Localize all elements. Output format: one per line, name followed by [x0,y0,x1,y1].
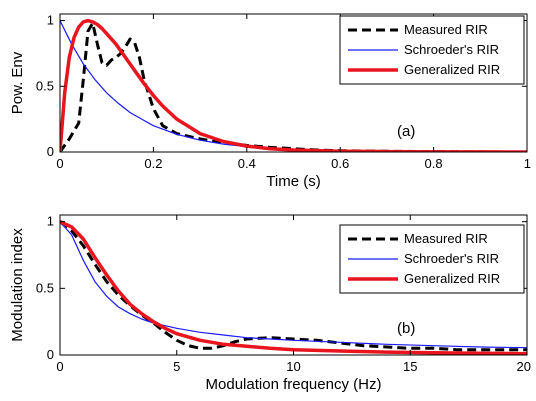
x-tick-label: 5 [173,359,180,374]
y-tick-label: 1 [47,13,54,28]
legend-label-1: Schroeder's RIR [404,251,499,266]
x-tick-label: 0 [56,359,63,374]
x-tick-label: 0.6 [331,156,349,171]
panel-label: (b) [397,320,415,337]
y-tick-label: 0 [47,144,54,159]
panel-b-plot: 0 5 10 15 20 0 0.5 1 Modulation frequency (Hz) Mo… [9,214,531,393]
x-tick-label: 10 [286,359,300,374]
x-axis-label: Time (s) [266,173,320,190]
legend-label-2: Generalized RIR [404,62,500,77]
series-line-2 [60,219,527,355]
y-tick-label: 0 [47,347,54,362]
x-tick-label: 0 [56,156,63,171]
y-axis-label: Modulation index [9,228,26,342]
x-tick-label: 15 [403,359,417,374]
panel-label: (a) [397,123,415,140]
series-group [60,219,527,355]
x-tick-label: 0.8 [425,156,443,171]
x-tick-label: 1 [524,156,531,171]
legend-label-0: Measured RIR [404,231,488,246]
y-tick-label: 0.5 [36,280,54,295]
plot-frame [59,13,528,153]
y-tick-label: 1 [47,214,54,229]
series-line-2 [60,18,527,152]
legend: Measured RIR Schroeder's RIR Generalized R… [339,224,525,294]
y-axis-label: Pow. Env [9,51,26,114]
legend-label-2: Generalized RIR [404,271,500,286]
series-line-1 [60,221,527,349]
panel-a-plot: 0 0.2 0.4 0.6 0.8 1 0 0.5 1 Time (s) Pow. Env (a) Me… [9,13,531,190]
legend-label-1: Schroeder's RIR [404,42,499,57]
legend: Measured RIR Schroeder's RIR Generalized R… [339,15,525,85]
series-group [60,18,527,152]
legend-label-0: Measured RIR [404,22,488,37]
y-tick-label: 0.5 [36,78,54,93]
x-tick-label: 0.2 [144,156,162,171]
x-axis-label: Modulation frequency (Hz) [206,376,382,393]
x-tick-label: 20 [517,359,531,374]
x-tick-label: 0.4 [238,156,256,171]
